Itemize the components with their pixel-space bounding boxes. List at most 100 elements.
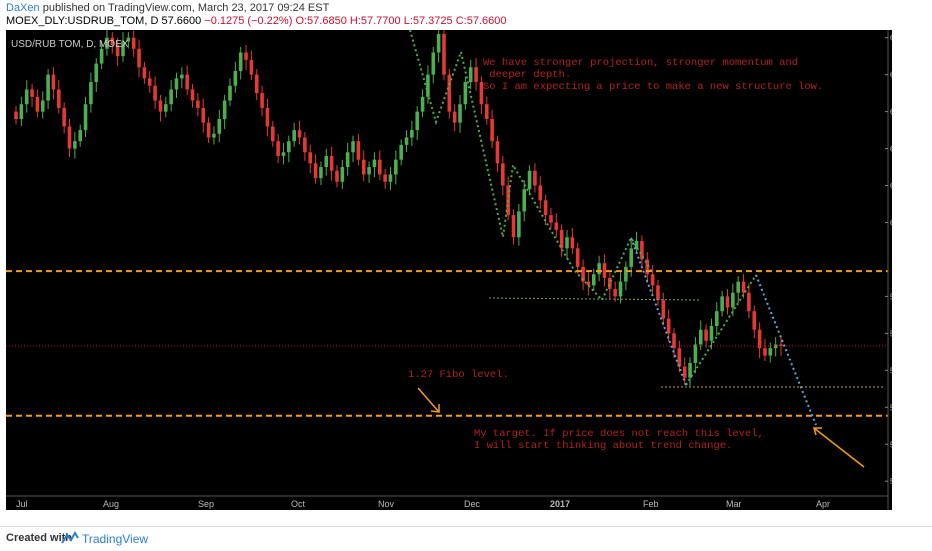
candle-body [46, 74, 50, 101]
y-tick-label: 56.0000 [890, 403, 892, 412]
candle-body [511, 215, 516, 238]
candle-body [121, 41, 125, 57]
candle-body [484, 104, 489, 120]
candle-body [779, 344, 783, 346]
candle-body [533, 170, 537, 186]
candle-body [313, 163, 318, 179]
candle-body [586, 281, 591, 286]
candle-body [693, 344, 698, 363]
x-tick-label: Oct [291, 499, 306, 509]
candle-body [335, 170, 339, 182]
candle-body [105, 37, 109, 49]
candle-body [99, 48, 104, 64]
x-tick-label: Mar [726, 499, 742, 509]
high-value: H:57.7700 [349, 15, 401, 27]
candle-body [715, 311, 719, 326]
candle-body [597, 263, 601, 275]
arrow-2-head [813, 427, 822, 436]
close-value: C:57.6600 [455, 15, 507, 27]
candle-body [169, 89, 173, 105]
arrow-2-shaft [813, 427, 865, 468]
y-tick-label: 64.0000 [890, 108, 892, 117]
annotation-1[interactable]: We have stronger projection, stronger mo… [483, 57, 823, 93]
candle-body [570, 237, 575, 249]
author-link[interactable]: DaXen [6, 2, 40, 14]
candle-body [212, 133, 216, 138]
x-tick-label: Jul [16, 499, 28, 509]
candle-body [270, 126, 275, 142]
candle-body [420, 96, 425, 112]
candle-body [153, 85, 157, 101]
candle-body [115, 45, 120, 57]
open-value: O:57.6850 [295, 15, 347, 27]
chart-canvas: 59.682755.770757.6600 66.000065.000064.0… [6, 24, 928, 510]
candle-body [147, 78, 152, 86]
candle-body [554, 222, 559, 230]
candle-body [602, 263, 607, 278]
candle-body [613, 289, 617, 297]
symbol-name: MOEX_DLY:USDRUB_TOM, D [6, 15, 159, 27]
candle-body [447, 74, 452, 112]
candle-body [527, 170, 532, 190]
annotation-2-line-1: 1.27 Fibo level. [408, 369, 509, 381]
candle-body [468, 67, 473, 83]
candle-body [773, 344, 778, 349]
created-with-label: Created with [6, 532, 73, 544]
candle-body [19, 104, 24, 120]
candle-body [672, 333, 676, 349]
candle-body [163, 104, 168, 112]
candle-body [394, 159, 398, 175]
candle-body [388, 174, 393, 182]
candle-body [682, 366, 687, 378]
candle-body [666, 318, 671, 334]
arrow-1[interactable] [417, 387, 440, 413]
tradingview-link[interactable]: TradingView [82, 532, 149, 546]
candle-body [276, 141, 280, 156]
candle-body [351, 141, 355, 153]
candle-body [372, 159, 377, 168]
candle-body [624, 266, 628, 282]
candle-body [410, 130, 414, 138]
candle-body [452, 111, 457, 123]
candle-body [608, 277, 612, 290]
projection-blue-1 [630, 237, 687, 386]
last-price: 57.6600 [161, 15, 202, 27]
y-axis-bg [888, 30, 892, 510]
candle-body [431, 52, 436, 75]
candle-body [731, 292, 735, 308]
annotation-3[interactable]: My target. If price does not reach this … [474, 428, 764, 452]
support-line-1 [488, 297, 702, 301]
candle-body [361, 159, 366, 175]
projection-blue-2 [755, 274, 817, 426]
arrow-1-shaft [417, 387, 440, 413]
arrow-2[interactable] [813, 427, 865, 468]
annotation-1-line-3: So I am expecting a price to make a new … [483, 81, 823, 93]
y-tick-label: 58.0000 [890, 329, 892, 338]
chart-area[interactable]: 59.682755.770757.6600 66.000065.000064.0… [6, 24, 928, 510]
annotation-1-line-2: deeper depth. [483, 69, 571, 81]
y-tick-label: 65.0000 [890, 71, 892, 80]
candle-body [190, 89, 195, 101]
candle-body [436, 34, 441, 53]
candle-body [618, 281, 623, 297]
candle-body [752, 311, 757, 330]
candle-body [89, 82, 93, 105]
candle-body [645, 259, 650, 275]
candle-body [356, 141, 361, 160]
x-axis: Jul Aug Sep Oct Nov Dec 2017 Feb Mar Apr [6, 495, 888, 509]
tradingview-logo-icon[interactable] [60, 531, 80, 545]
candle-body [94, 63, 99, 83]
y-tick-label: 55.0000 [890, 440, 892, 449]
candle-body [174, 78, 179, 90]
candle-body [522, 189, 527, 212]
candle-body [78, 130, 82, 142]
candle-body [30, 89, 34, 97]
footer: Created with TradingView [0, 526, 932, 551]
candle-body [73, 141, 77, 149]
candle-body [14, 111, 18, 120]
candle-body [238, 52, 243, 71]
candles-layer [14, 24, 783, 387]
candle-body [543, 200, 548, 216]
annotation-2[interactable]: 1.27 Fibo level. [408, 369, 509, 381]
candle-body [415, 111, 420, 131]
